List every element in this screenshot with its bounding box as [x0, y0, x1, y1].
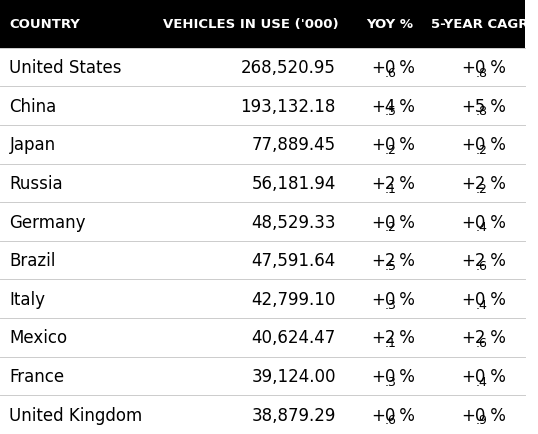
Text: 38,879.29: 38,879.29	[251, 406, 336, 424]
Text: %: %	[485, 98, 506, 115]
Text: .2: .2	[476, 144, 487, 157]
Text: VEHICLES IN USE ('000): VEHICLES IN USE ('000)	[162, 18, 338, 31]
Bar	[0, 0, 525, 49]
Text: %: %	[485, 290, 506, 308]
Text: .4: .4	[476, 298, 487, 311]
Text: %: %	[394, 174, 415, 192]
Text: +0: +0	[371, 213, 395, 231]
Text: +0: +0	[462, 59, 486, 77]
Text: %: %	[394, 329, 415, 347]
Text: 40,624.47: 40,624.47	[252, 329, 336, 347]
Text: %: %	[485, 59, 506, 77]
Text: %: %	[485, 329, 506, 347]
Text: +0: +0	[462, 406, 486, 424]
Text: %: %	[394, 136, 415, 154]
Text: +0: +0	[371, 406, 395, 424]
Text: +5: +5	[462, 98, 486, 115]
Text: +0: +0	[462, 136, 486, 154]
Text: COUNTRY: COUNTRY	[10, 18, 80, 31]
Text: 268,520.95: 268,520.95	[241, 59, 336, 77]
Text: .1: .1	[385, 182, 397, 195]
Text: 56,181.94: 56,181.94	[251, 174, 336, 192]
Text: +2: +2	[371, 174, 396, 192]
Text: +0: +0	[371, 367, 395, 385]
Text: +2: +2	[462, 329, 486, 347]
Text: Germany: Germany	[10, 213, 86, 231]
Text: %: %	[394, 252, 415, 270]
Text: +2: +2	[462, 174, 486, 192]
Text: .4: .4	[476, 221, 487, 234]
Text: United Kingdom: United Kingdom	[10, 406, 143, 424]
Text: Italy: Italy	[10, 290, 45, 308]
Text: Russia: Russia	[10, 174, 63, 192]
Text: China: China	[10, 98, 56, 115]
Text: 39,124.00: 39,124.00	[251, 367, 336, 385]
Text: .6: .6	[385, 414, 397, 427]
Text: %: %	[394, 213, 415, 231]
Text: .8: .8	[476, 105, 487, 118]
Text: %: %	[485, 406, 506, 424]
Text: +2: +2	[371, 252, 396, 270]
Text: Japan: Japan	[10, 136, 55, 154]
Text: .3: .3	[385, 375, 397, 388]
Text: France: France	[10, 367, 65, 385]
Text: .9: .9	[476, 414, 487, 427]
Text: %: %	[394, 98, 415, 115]
Text: %: %	[394, 367, 415, 385]
Text: %: %	[394, 406, 415, 424]
Text: +0: +0	[371, 136, 395, 154]
Text: 47,591.64: 47,591.64	[252, 252, 336, 270]
Text: +4: +4	[371, 98, 395, 115]
Text: %: %	[485, 213, 506, 231]
Text: .2: .2	[476, 182, 487, 195]
Text: %: %	[485, 136, 506, 154]
Text: .2: .2	[385, 144, 397, 157]
Text: .8: .8	[476, 66, 487, 79]
Text: +0: +0	[371, 59, 395, 77]
Text: Brazil: Brazil	[10, 252, 56, 270]
Text: +0: +0	[462, 367, 486, 385]
Text: .4: .4	[476, 375, 487, 388]
Text: %: %	[485, 252, 506, 270]
Text: .2: .2	[385, 221, 397, 234]
Text: Mexico: Mexico	[10, 329, 68, 347]
Text: 193,132.18: 193,132.18	[240, 98, 336, 115]
Text: 42,799.10: 42,799.10	[251, 290, 336, 308]
Text: United States: United States	[10, 59, 122, 77]
Text: .3: .3	[385, 298, 397, 311]
Text: +2: +2	[371, 329, 396, 347]
Text: +2: +2	[462, 252, 486, 270]
Text: %: %	[485, 174, 506, 192]
Text: +0: +0	[462, 290, 486, 308]
Text: 48,529.33: 48,529.33	[251, 213, 336, 231]
Text: .5: .5	[385, 259, 397, 272]
Text: .6: .6	[476, 259, 487, 272]
Text: .5: .5	[385, 105, 397, 118]
Text: %: %	[394, 59, 415, 77]
Text: .1: .1	[385, 336, 397, 349]
Text: 5-YEAR CAGR: 5-YEAR CAGR	[431, 18, 529, 31]
Text: %: %	[394, 290, 415, 308]
Text: .6: .6	[476, 336, 487, 349]
Text: %: %	[485, 367, 506, 385]
Text: +0: +0	[462, 213, 486, 231]
Text: 77,889.45: 77,889.45	[252, 136, 336, 154]
Text: +0: +0	[371, 290, 395, 308]
Text: .6: .6	[385, 66, 397, 79]
Text: YOY %: YOY %	[366, 18, 413, 31]
